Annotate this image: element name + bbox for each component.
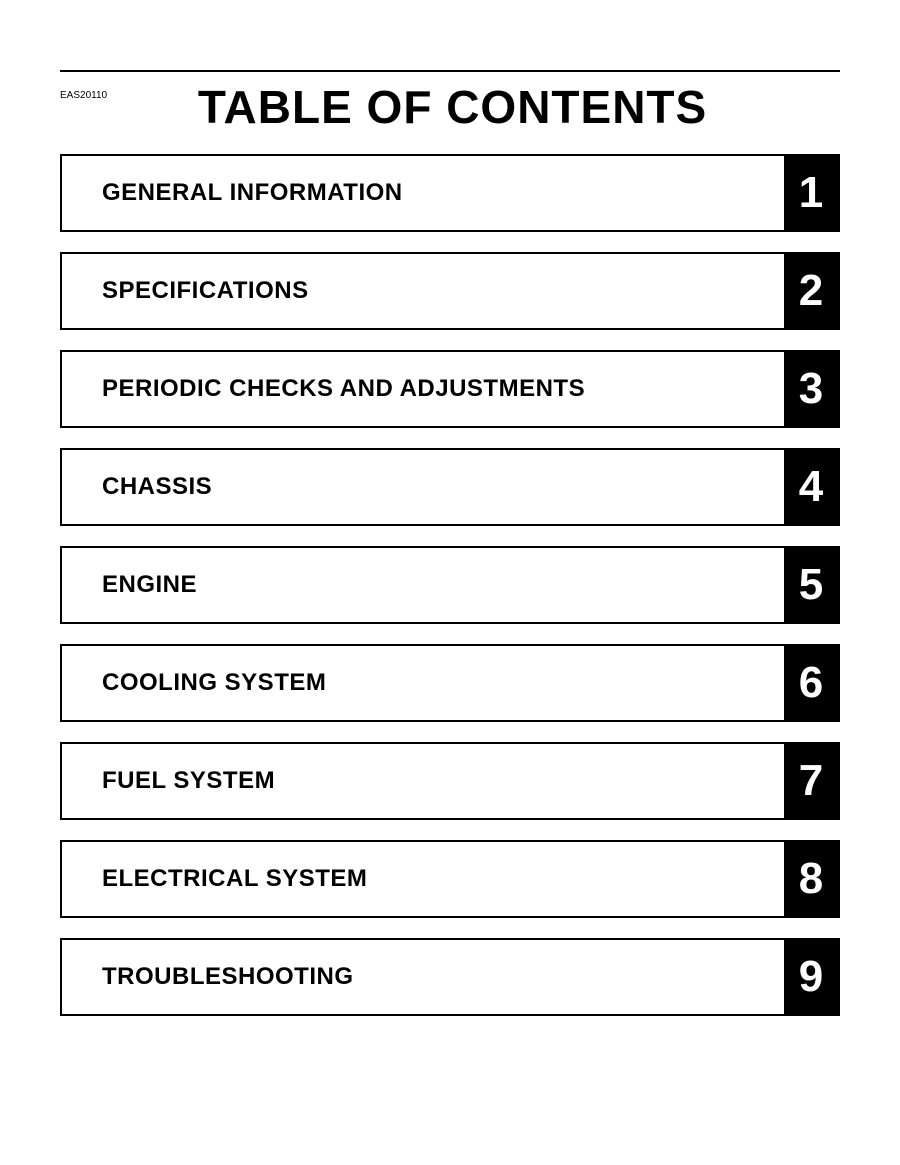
toc-label: ENGINE <box>62 548 784 622</box>
toc-row[interactable]: ENGINE 5 <box>60 546 840 624</box>
toc-label: TROUBLESHOOTING <box>62 940 784 1014</box>
toc-number: 9 <box>784 940 838 1014</box>
header-rule <box>60 70 840 72</box>
toc-label: FUEL SYSTEM <box>62 744 784 818</box>
toc-number: 8 <box>784 842 838 916</box>
toc-label: CHASSIS <box>62 450 784 524</box>
toc-number: 2 <box>784 254 838 328</box>
toc-row[interactable]: SPECIFICATIONS 2 <box>60 252 840 330</box>
toc-row[interactable]: COOLING SYSTEM 6 <box>60 644 840 722</box>
toc-row[interactable]: ELECTRICAL SYSTEM 8 <box>60 840 840 918</box>
page-title: TABLE OF CONTENTS <box>65 80 840 134</box>
toc-number: 1 <box>784 156 838 230</box>
toc-number: 4 <box>784 450 838 524</box>
toc-label: ELECTRICAL SYSTEM <box>62 842 784 916</box>
toc-row[interactable]: PERIODIC CHECKS AND ADJUSTMENTS 3 <box>60 350 840 428</box>
toc-list: GENERAL INFORMATION 1 SPECIFICATIONS 2 P… <box>60 154 840 1016</box>
toc-number: 3 <box>784 352 838 426</box>
toc-row[interactable]: TROUBLESHOOTING 9 <box>60 938 840 1016</box>
toc-label: PERIODIC CHECKS AND ADJUSTMENTS <box>62 352 784 426</box>
toc-row[interactable]: GENERAL INFORMATION 1 <box>60 154 840 232</box>
toc-row[interactable]: FUEL SYSTEM 7 <box>60 742 840 820</box>
toc-label: GENERAL INFORMATION <box>62 156 784 230</box>
toc-number: 7 <box>784 744 838 818</box>
toc-number: 5 <box>784 548 838 622</box>
toc-row[interactable]: CHASSIS 4 <box>60 448 840 526</box>
title-row: EAS20110 TABLE OF CONTENTS <box>60 80 840 134</box>
toc-label: SPECIFICATIONS <box>62 254 784 328</box>
toc-number: 6 <box>784 646 838 720</box>
toc-label: COOLING SYSTEM <box>62 646 784 720</box>
